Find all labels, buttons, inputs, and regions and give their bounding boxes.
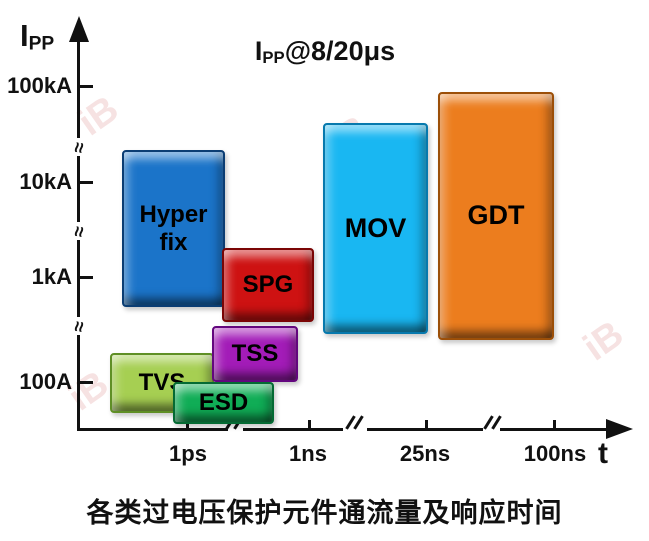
x-axis-segment [243,428,343,431]
x-axis-title: t [598,437,608,470]
chart-title-rest: @8/20μs [284,36,396,66]
y-axis-title-sub: PP [28,33,55,55]
chart-title: IPP@8/20μs [225,36,425,68]
y-tick-100kA [80,85,93,88]
box-gdt: GDT [438,92,554,340]
y-axis-break-icon: ≈ [67,222,89,240]
y-axis-title-base: I [20,18,29,53]
box-hyper-fix-label: Hyper fix [139,200,208,256]
x-axis-segment [367,428,483,431]
x-axis-arrow-icon [606,419,633,439]
box-mov: MOV [323,123,428,334]
y-tick-10kA [80,181,93,184]
y-tick-label: 1kA [31,264,72,289]
watermark: iB [576,312,632,370]
y-tick-100A [80,381,93,384]
x-tick-25ns [425,420,428,429]
x-tick-100ns [553,420,556,429]
x-tick-1ns [308,420,311,429]
y-axis-break-icon: ≈ [67,138,89,156]
y-axis-break-icon: ≈ [67,317,89,335]
x-axis-break-icon [483,415,502,432]
box-tss: TSS [212,326,298,382]
x-tick-label: 1ns [289,441,327,466]
x-axis-break-icon [345,415,364,432]
x-tick-label: 25ns [399,441,451,466]
x-tick-label: 1ps [169,441,207,466]
x-tick-1ps [186,420,189,429]
x-axis-segment [500,428,607,431]
y-tick-label: 10kA [19,169,72,194]
y-tick-1kA [80,276,93,279]
chart-title-base: I [254,36,263,66]
y-tick-label: 100A [19,369,72,394]
x-tick-label: 100ns [523,441,587,466]
x-axis-segment [78,428,228,431]
box-spg: SPG [222,248,314,322]
y-axis-arrow-icon [69,16,89,42]
y-tick-label: 100kA [7,73,72,98]
box-gdt-label: GDT [467,200,525,231]
box-mov-label: MOV [344,212,407,243]
box-esd: ESD [173,382,274,424]
box-spg-label: SPG [242,271,294,299]
figure-caption: 各类过电压保护元件通流量及响应时间 [86,498,563,528]
y-axis-title: IPP [20,20,54,54]
box-tss-label: TSS [231,340,279,368]
chart-title-sub: PP [262,48,285,67]
box-esd-label: ESD [198,389,249,417]
box-hyper-fix: Hyper fix [122,150,225,307]
